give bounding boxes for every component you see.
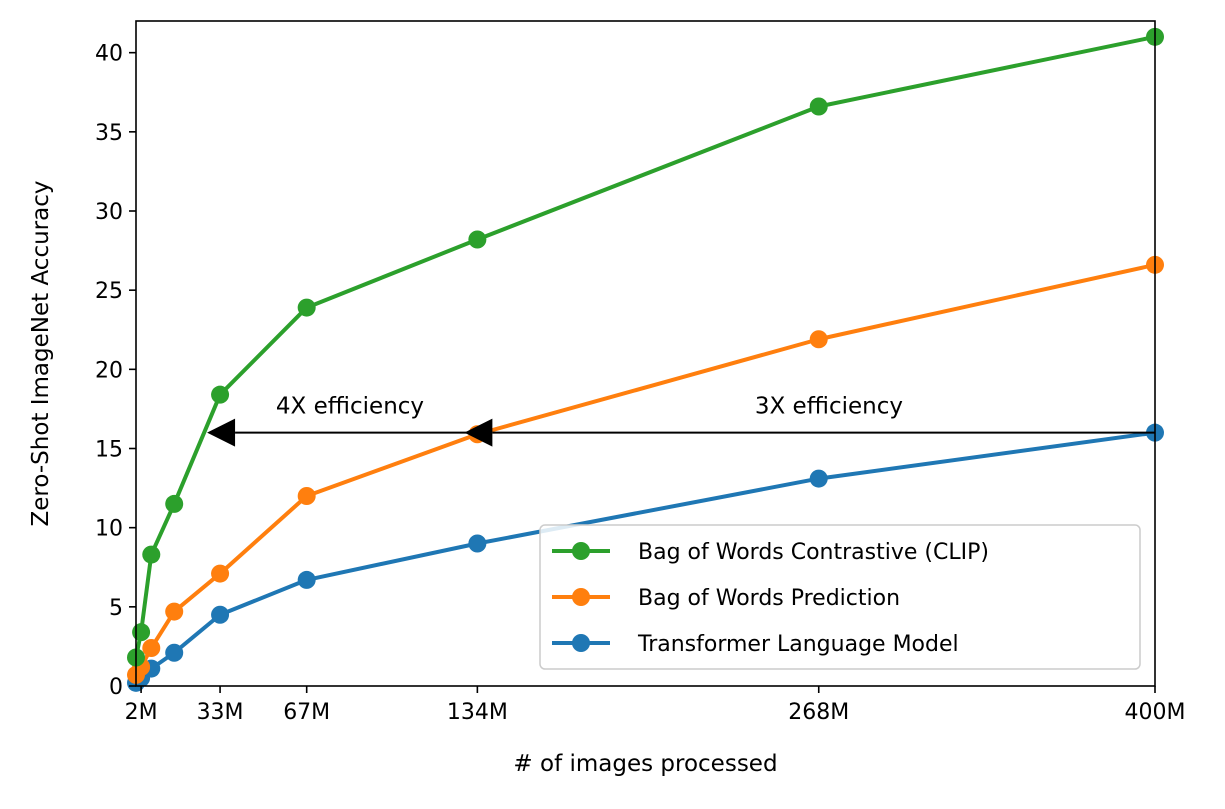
- legend-box: [539, 524, 1141, 670]
- legend-label: Bag of Words Prediction: [638, 586, 900, 611]
- y-tick-label: 15: [95, 438, 123, 463]
- plot-frame: [135, 20, 1156, 687]
- data-point: [132, 623, 151, 642]
- data-point: [165, 643, 184, 662]
- legend-entry: Transformer Language Model: [552, 632, 959, 657]
- data-point: [809, 469, 828, 488]
- legend-entry: Bag of Words Contrastive (CLIP): [552, 540, 989, 565]
- arrow-head: [464, 418, 493, 447]
- data-point: [468, 230, 487, 249]
- legend-entry: Bag of Words Prediction: [552, 586, 900, 611]
- data-point: [211, 564, 230, 583]
- legend-marker: [572, 588, 590, 606]
- annotation-label: 4X efficiency: [276, 394, 424, 420]
- data-point: [809, 330, 828, 349]
- x-axis-label: # of images processed: [513, 751, 777, 777]
- y-tick-label: 0: [109, 675, 123, 700]
- x-tick-label: 67M: [283, 700, 330, 725]
- y-axis: 0 5 10 15 20 25 30 35 40: [95, 42, 136, 700]
- y-tick-label: 10: [95, 517, 123, 542]
- data-point: [165, 602, 184, 621]
- legend-marker: [572, 634, 590, 652]
- data-point: [211, 605, 230, 624]
- y-tick-label: 40: [95, 42, 123, 67]
- x-tick-label: 2M: [125, 700, 158, 725]
- data-point: [142, 639, 161, 657]
- annotation-label: 3X efficiency: [755, 394, 903, 420]
- y-axis-label: Zero-Shot ImageNet Accuracy: [28, 181, 54, 527]
- x-tick-label: 400M: [1125, 700, 1186, 725]
- data-point: [142, 545, 161, 564]
- data-point: [211, 385, 230, 404]
- data-point: [468, 534, 487, 553]
- y-tick-label: 5: [109, 596, 123, 621]
- data-point: [809, 97, 828, 116]
- x-tick-label: 134M: [447, 700, 508, 725]
- series-bag-of-words-contrastive-clip: [127, 27, 1164, 667]
- data-point: [165, 494, 184, 513]
- annotations: 4X efficiency 3X efficiency: [207, 394, 1155, 447]
- arrow-head: [207, 418, 236, 447]
- y-tick-label: 25: [95, 279, 123, 304]
- legend-marker: [572, 542, 590, 560]
- legend-label: Transformer Language Model: [637, 632, 959, 657]
- x-tick-label: 268M: [788, 700, 849, 725]
- data-point: [297, 487, 316, 505]
- x-tick-label: 33M: [197, 700, 244, 725]
- y-tick-label: 30: [95, 200, 123, 225]
- x-axis: 2M 33M 67M 134M 268M 400M: [125, 686, 1186, 725]
- data-point: [297, 298, 316, 317]
- y-tick-label: 20: [95, 358, 123, 383]
- efficiency-annotation: 4X efficiency: [207, 394, 478, 447]
- plot-lines: [127, 27, 1164, 692]
- legend: Bag of Words Contrastive (CLIP) Bag of Wo…: [539, 524, 1141, 670]
- legend-label: Bag of Words Contrastive (CLIP): [638, 540, 989, 565]
- data-point: [297, 570, 316, 589]
- y-tick-label: 35: [95, 121, 123, 146]
- efficiency-annotation: 3X efficiency: [464, 394, 1155, 447]
